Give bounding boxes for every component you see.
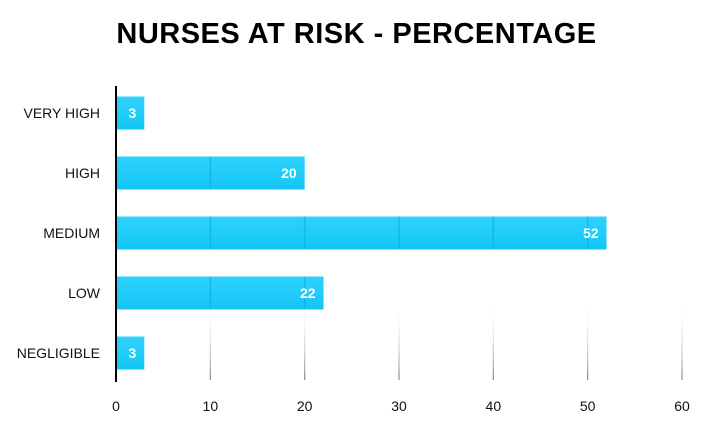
data-label: 20: [281, 165, 297, 181]
bar-grid-mark: [586, 216, 589, 250]
bar-grid-mark: [209, 216, 212, 250]
bar-grid-mark: [209, 276, 212, 310]
category-label: NEGLIGIBLE: [17, 345, 100, 361]
bar: [116, 96, 145, 130]
grid-line: [209, 300, 211, 380]
data-label: 3: [129, 345, 137, 361]
category-label: VERY HIGH: [23, 105, 100, 121]
x-tick-label: 20: [297, 398, 313, 414]
bar: [116, 276, 324, 310]
grid-line: [681, 300, 683, 380]
x-tick-label: 40: [486, 398, 502, 414]
x-tick-label: 10: [203, 398, 219, 414]
x-tick-label: 60: [674, 398, 690, 414]
category-label: MEDIUM: [43, 225, 100, 241]
bar: [116, 216, 607, 250]
category-label: HIGH: [65, 165, 100, 181]
bar: [116, 336, 145, 370]
x-tick-label: 30: [391, 398, 407, 414]
grid-line: [587, 300, 589, 380]
data-label: 3: [129, 105, 137, 121]
grid-line: [492, 300, 494, 380]
bar-grid-mark: [303, 276, 306, 310]
bar-grid-mark: [209, 156, 212, 190]
category-label: LOW: [68, 285, 101, 301]
bar-grid-mark: [398, 216, 400, 250]
chart-title: NURSES AT RISK - PERCENTAGE: [116, 18, 597, 50]
bar-grid-mark: [303, 216, 306, 250]
grid-line: [398, 300, 400, 380]
bar-grid-mark: [492, 216, 495, 250]
grid-line: [304, 300, 306, 380]
data-label: 52: [583, 225, 599, 241]
x-tick-label: 50: [580, 398, 596, 414]
data-label: 22: [300, 285, 316, 301]
x-tick-label: 0: [112, 398, 120, 414]
